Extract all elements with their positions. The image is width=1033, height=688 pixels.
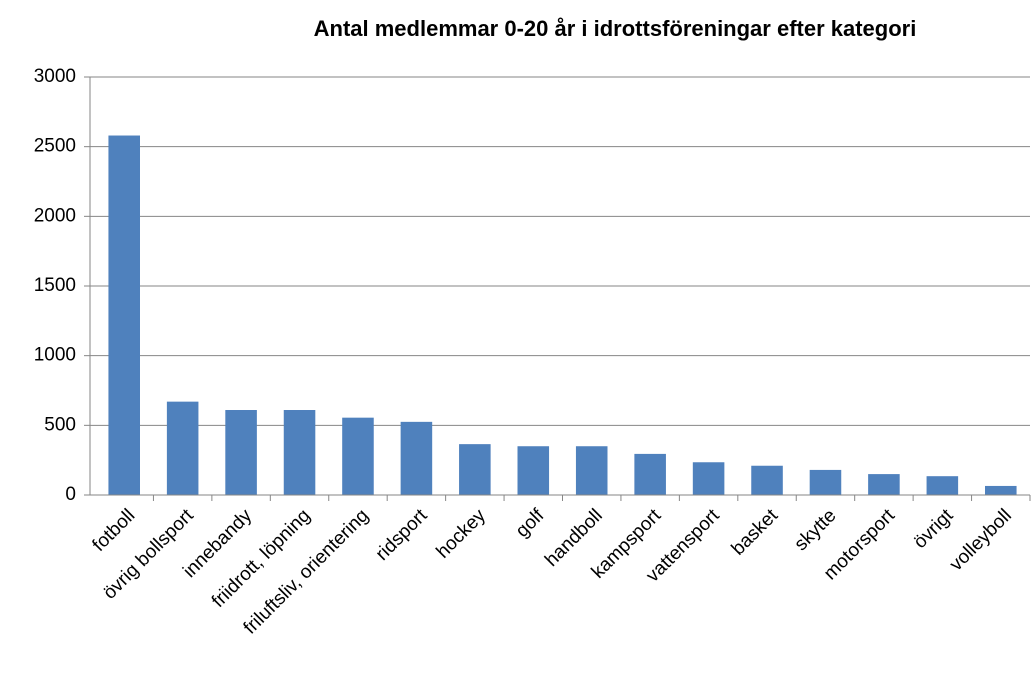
- bar: [517, 446, 550, 495]
- x-tick-label: fotboll: [89, 505, 140, 556]
- x-tick-label: övrigt: [910, 505, 958, 553]
- y-tick-label: 2000: [34, 205, 76, 226]
- bar: [868, 474, 900, 495]
- bar: [400, 421, 433, 495]
- x-tick-label: golf: [512, 505, 549, 542]
- bar: [225, 410, 257, 495]
- y-tick-label: 3000: [34, 66, 76, 87]
- x-tick-label: volleyboll: [946, 505, 1016, 575]
- bar: [692, 462, 725, 495]
- x-tick-label: basket: [728, 505, 783, 560]
- x-tick-label: ridsport: [372, 505, 432, 565]
- bar: [166, 401, 199, 495]
- bar: [809, 469, 842, 495]
- y-tick-label: 1500: [34, 275, 76, 296]
- bar: [108, 135, 140, 495]
- x-tick-label: skytte: [791, 505, 841, 555]
- y-tick-label: 1000: [34, 345, 76, 366]
- x-tick-label: friidrott, löpning: [208, 505, 315, 612]
- bar: [283, 410, 316, 495]
- y-tick-label: 2500: [34, 136, 76, 157]
- bar: [575, 446, 608, 495]
- y-tick-label: 0: [65, 484, 76, 505]
- bar: [342, 417, 374, 495]
- y-tick-label: 500: [44, 414, 76, 435]
- bar: [751, 465, 783, 495]
- x-tick-label: hockey: [433, 505, 491, 563]
- bar: [926, 476, 959, 495]
- bar: [985, 485, 1017, 495]
- bar: [634, 453, 666, 495]
- bar: [459, 444, 491, 495]
- chart-title: Antal medlemmar 0-20 år i idrottsförenin…: [314, 16, 917, 41]
